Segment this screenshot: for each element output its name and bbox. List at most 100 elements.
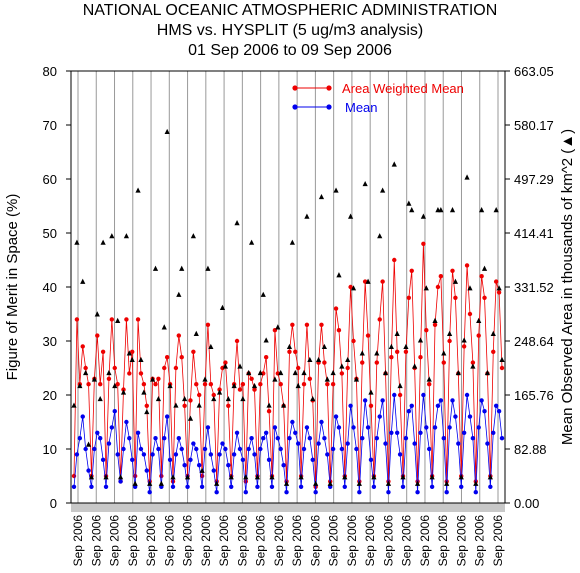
area-triangle-point [132, 480, 138, 486]
mean-point [208, 452, 214, 457]
area-triangle-point [295, 382, 301, 389]
mean-point [453, 414, 458, 419]
area-weighted-mean-point [397, 392, 403, 398]
area-triangle-point [152, 265, 159, 271]
mean-point [144, 468, 149, 473]
mean-point [394, 430, 400, 435]
mean-point [112, 409, 117, 414]
mean-point [185, 484, 190, 489]
mean-point [298, 484, 304, 489]
area-weighted-mean-point [307, 376, 313, 381]
area-weighted-mean-point [418, 355, 423, 360]
area-triangle-point [222, 363, 229, 369]
mean-point [415, 490, 420, 495]
area-triangle-point [426, 376, 432, 382]
mean-point [95, 430, 100, 435]
area-triangle-point [446, 330, 453, 337]
mean-point [424, 425, 429, 430]
area-triangle-point [71, 402, 77, 408]
area-weighted-mean-point [360, 360, 365, 365]
mean-point [124, 419, 129, 425]
area-weighted-mean-point [135, 317, 141, 322]
area-triangle-point [432, 317, 438, 323]
left-axis: 0 10 20 30 40 50 60 70 80 [43, 64, 71, 511]
x-tick-label: Sep 2006 [254, 515, 268, 567]
area-weighted-mean-point [80, 344, 85, 349]
area-triangle-point [324, 376, 330, 382]
mean-point [118, 479, 123, 484]
mean-point [304, 425, 310, 430]
mean-point [176, 436, 182, 441]
y-axis-label-left: Figure of Merit in Space (%) [4, 194, 21, 381]
area-weighted-mean-point [380, 279, 385, 284]
area-triangle-point [327, 480, 333, 486]
mean-point [427, 446, 432, 452]
y-tick-label-left: 30 [43, 334, 57, 349]
chart-title: NATIONAL OCEANIC ATMOSPHERIC ADMINISTRAT… [83, 2, 498, 59]
area-triangle-point [452, 278, 459, 284]
mean-point [217, 452, 222, 457]
area-triangle-point [205, 265, 211, 271]
area-weighted-mean-point [71, 473, 77, 479]
x-tick-label: Sep 2006 [199, 515, 213, 567]
area-weighted-mean-point [252, 387, 257, 392]
area-triangle-point [100, 239, 106, 245]
mean-point [89, 484, 94, 489]
mean-point [429, 484, 435, 489]
y-tick-label-right: 0.00 [514, 496, 539, 511]
right-axis: 0.00 82.88 165.76 248.64 331.52 414.41 497.29 5… [505, 64, 554, 511]
area-triangle-point [365, 278, 371, 284]
area-triangle-point [409, 207, 415, 213]
mean-point [272, 425, 278, 430]
area-triangle-point [257, 369, 263, 376]
area-triangle-point [394, 330, 400, 337]
legend-label-area-weighted-mean: Area Weighted Mean [342, 81, 464, 96]
area-triangle-point [301, 369, 307, 376]
area-weighted-mean-point [191, 349, 196, 354]
mean-point [432, 425, 438, 430]
mean-point [249, 436, 254, 441]
area-triangle-point [467, 285, 473, 291]
title-line-3: 01 Sep 2006 to 09 Sep 2006 [188, 42, 392, 59]
legend-marker-mean [292, 104, 298, 110]
area-weighted-mean-point [141, 382, 147, 387]
mean-point [360, 436, 365, 441]
mean-point [389, 430, 394, 435]
mean-point [313, 490, 318, 495]
area-triangle-point [281, 402, 287, 408]
area-weighted-mean-point [240, 382, 246, 387]
area-triangle-point [318, 193, 325, 200]
area-triangle-point [368, 389, 374, 395]
area-triangle-point [359, 350, 365, 356]
legend: Area Weighted Mean Mean [292, 81, 464, 115]
area-weighted-mean-point [336, 328, 342, 333]
area-triangle-point [167, 382, 173, 389]
mean-point [109, 425, 115, 430]
legend-label-mean: Mean [345, 100, 378, 115]
mean-point [162, 436, 167, 441]
area-triangle-point [83, 369, 89, 376]
area-weighted-mean-point [130, 349, 135, 354]
mean-point [86, 468, 91, 473]
area-triangle-point [225, 395, 231, 402]
area-weighted-mean-point [179, 355, 184, 360]
area-triangle-point [91, 376, 97, 382]
area-weighted-mean-point [144, 403, 149, 408]
area-triangle-point [161, 324, 167, 330]
area-triangle-point [94, 311, 100, 317]
area-triangle-point [208, 343, 214, 350]
mean-point [348, 403, 353, 408]
mean-point [156, 446, 161, 452]
mean-point [71, 484, 77, 489]
area-triangle-point [304, 213, 310, 219]
mean-point [319, 419, 324, 425]
mean-point [295, 441, 301, 446]
x-tick-label: Sep 2006 [108, 515, 122, 567]
y-tick-label-left: 20 [43, 388, 57, 403]
area-triangle-point [438, 207, 444, 213]
x-tick-label: Sep 2006 [436, 515, 450, 567]
area-weighted-mean-point [476, 333, 481, 338]
area-weighted-mean-point [441, 360, 446, 365]
area-weighted-mean-point [86, 382, 91, 387]
area-weighted-mean-point [211, 392, 216, 398]
